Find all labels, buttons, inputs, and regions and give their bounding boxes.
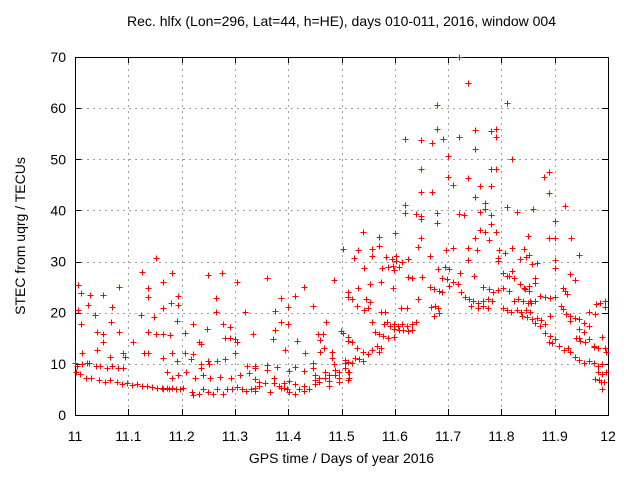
- y-tick-label: 40: [50, 202, 66, 218]
- x-tick-label: 11: [68, 428, 83, 444]
- y-tick-label: 60: [50, 100, 66, 116]
- x-tick-label: 11.2: [168, 428, 194, 444]
- axes-box-and-ticks: [75, 57, 609, 416]
- grid-lines: [75, 57, 608, 415]
- tick-labels: 11 11.1 11.2 11.3 11.4 11.5 11.6 11.7 11.8 11.9 12…: [50, 49, 616, 444]
- y-tick-label: 70: [50, 49, 66, 65]
- x-tick-label: 11.5: [328, 428, 354, 444]
- scatter-markers: [72, 54, 610, 399]
- y-tick-label: 10: [50, 356, 66, 372]
- x-tick-label: 11.9: [542, 428, 568, 444]
- x-tick-label: 11.6: [382, 428, 408, 444]
- x-tick-label: 11.4: [275, 428, 301, 444]
- x-tick-label: 11.1: [115, 428, 141, 444]
- chart-title: Rec. hlfx (Lon=296, Lat=44, h=HE), days …: [127, 13, 556, 29]
- y-tick-label: 50: [50, 151, 66, 167]
- y-tick-label: 30: [50, 254, 66, 270]
- y-tick-label: 20: [50, 305, 66, 321]
- x-axis-title: GPS time / Days of year 2016: [248, 450, 435, 466]
- x-tick-label: 11.3: [222, 428, 248, 444]
- x-tick-label: 11.7: [435, 428, 461, 444]
- y-tick-label: 0: [58, 407, 66, 423]
- x-tick-label: 11.8: [488, 428, 514, 444]
- data-points: [72, 54, 610, 399]
- x-tick-label: 12: [600, 428, 616, 444]
